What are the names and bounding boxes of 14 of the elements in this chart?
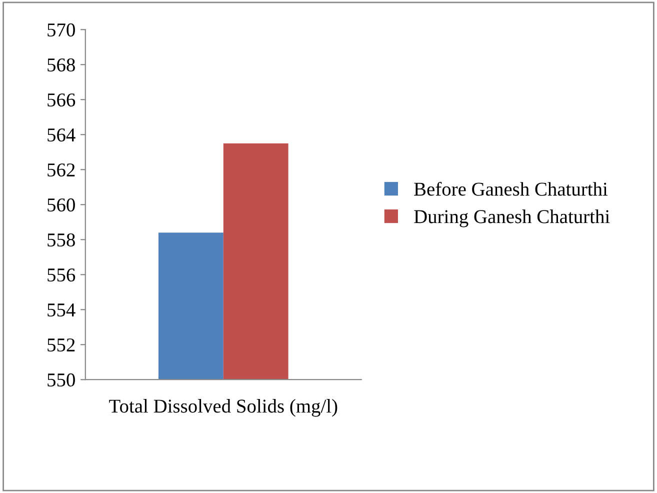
y-tick-label: 568 xyxy=(48,58,75,72)
legend-label: During Ganesh Chaturthi xyxy=(414,210,610,228)
y-tick-label: 560 xyxy=(48,198,75,212)
y-tick-label: 564 xyxy=(48,128,76,142)
y-tick-label: 558 xyxy=(48,233,75,247)
y-tick-label: 562 xyxy=(48,163,75,177)
y-tick-label: 550 xyxy=(48,373,75,387)
legend-label: Before Ganesh Chaturthi xyxy=(414,182,608,196)
y-tick-label: 566 xyxy=(48,93,76,107)
y-tick-label: 552 xyxy=(48,338,75,352)
y-tick-label: 554 xyxy=(48,304,76,317)
y-tick-label: 556 xyxy=(48,268,76,282)
y-tick-label: 570 xyxy=(48,23,75,37)
x-tick-label: Total Dissolved Solids (mg/l) xyxy=(109,399,338,417)
